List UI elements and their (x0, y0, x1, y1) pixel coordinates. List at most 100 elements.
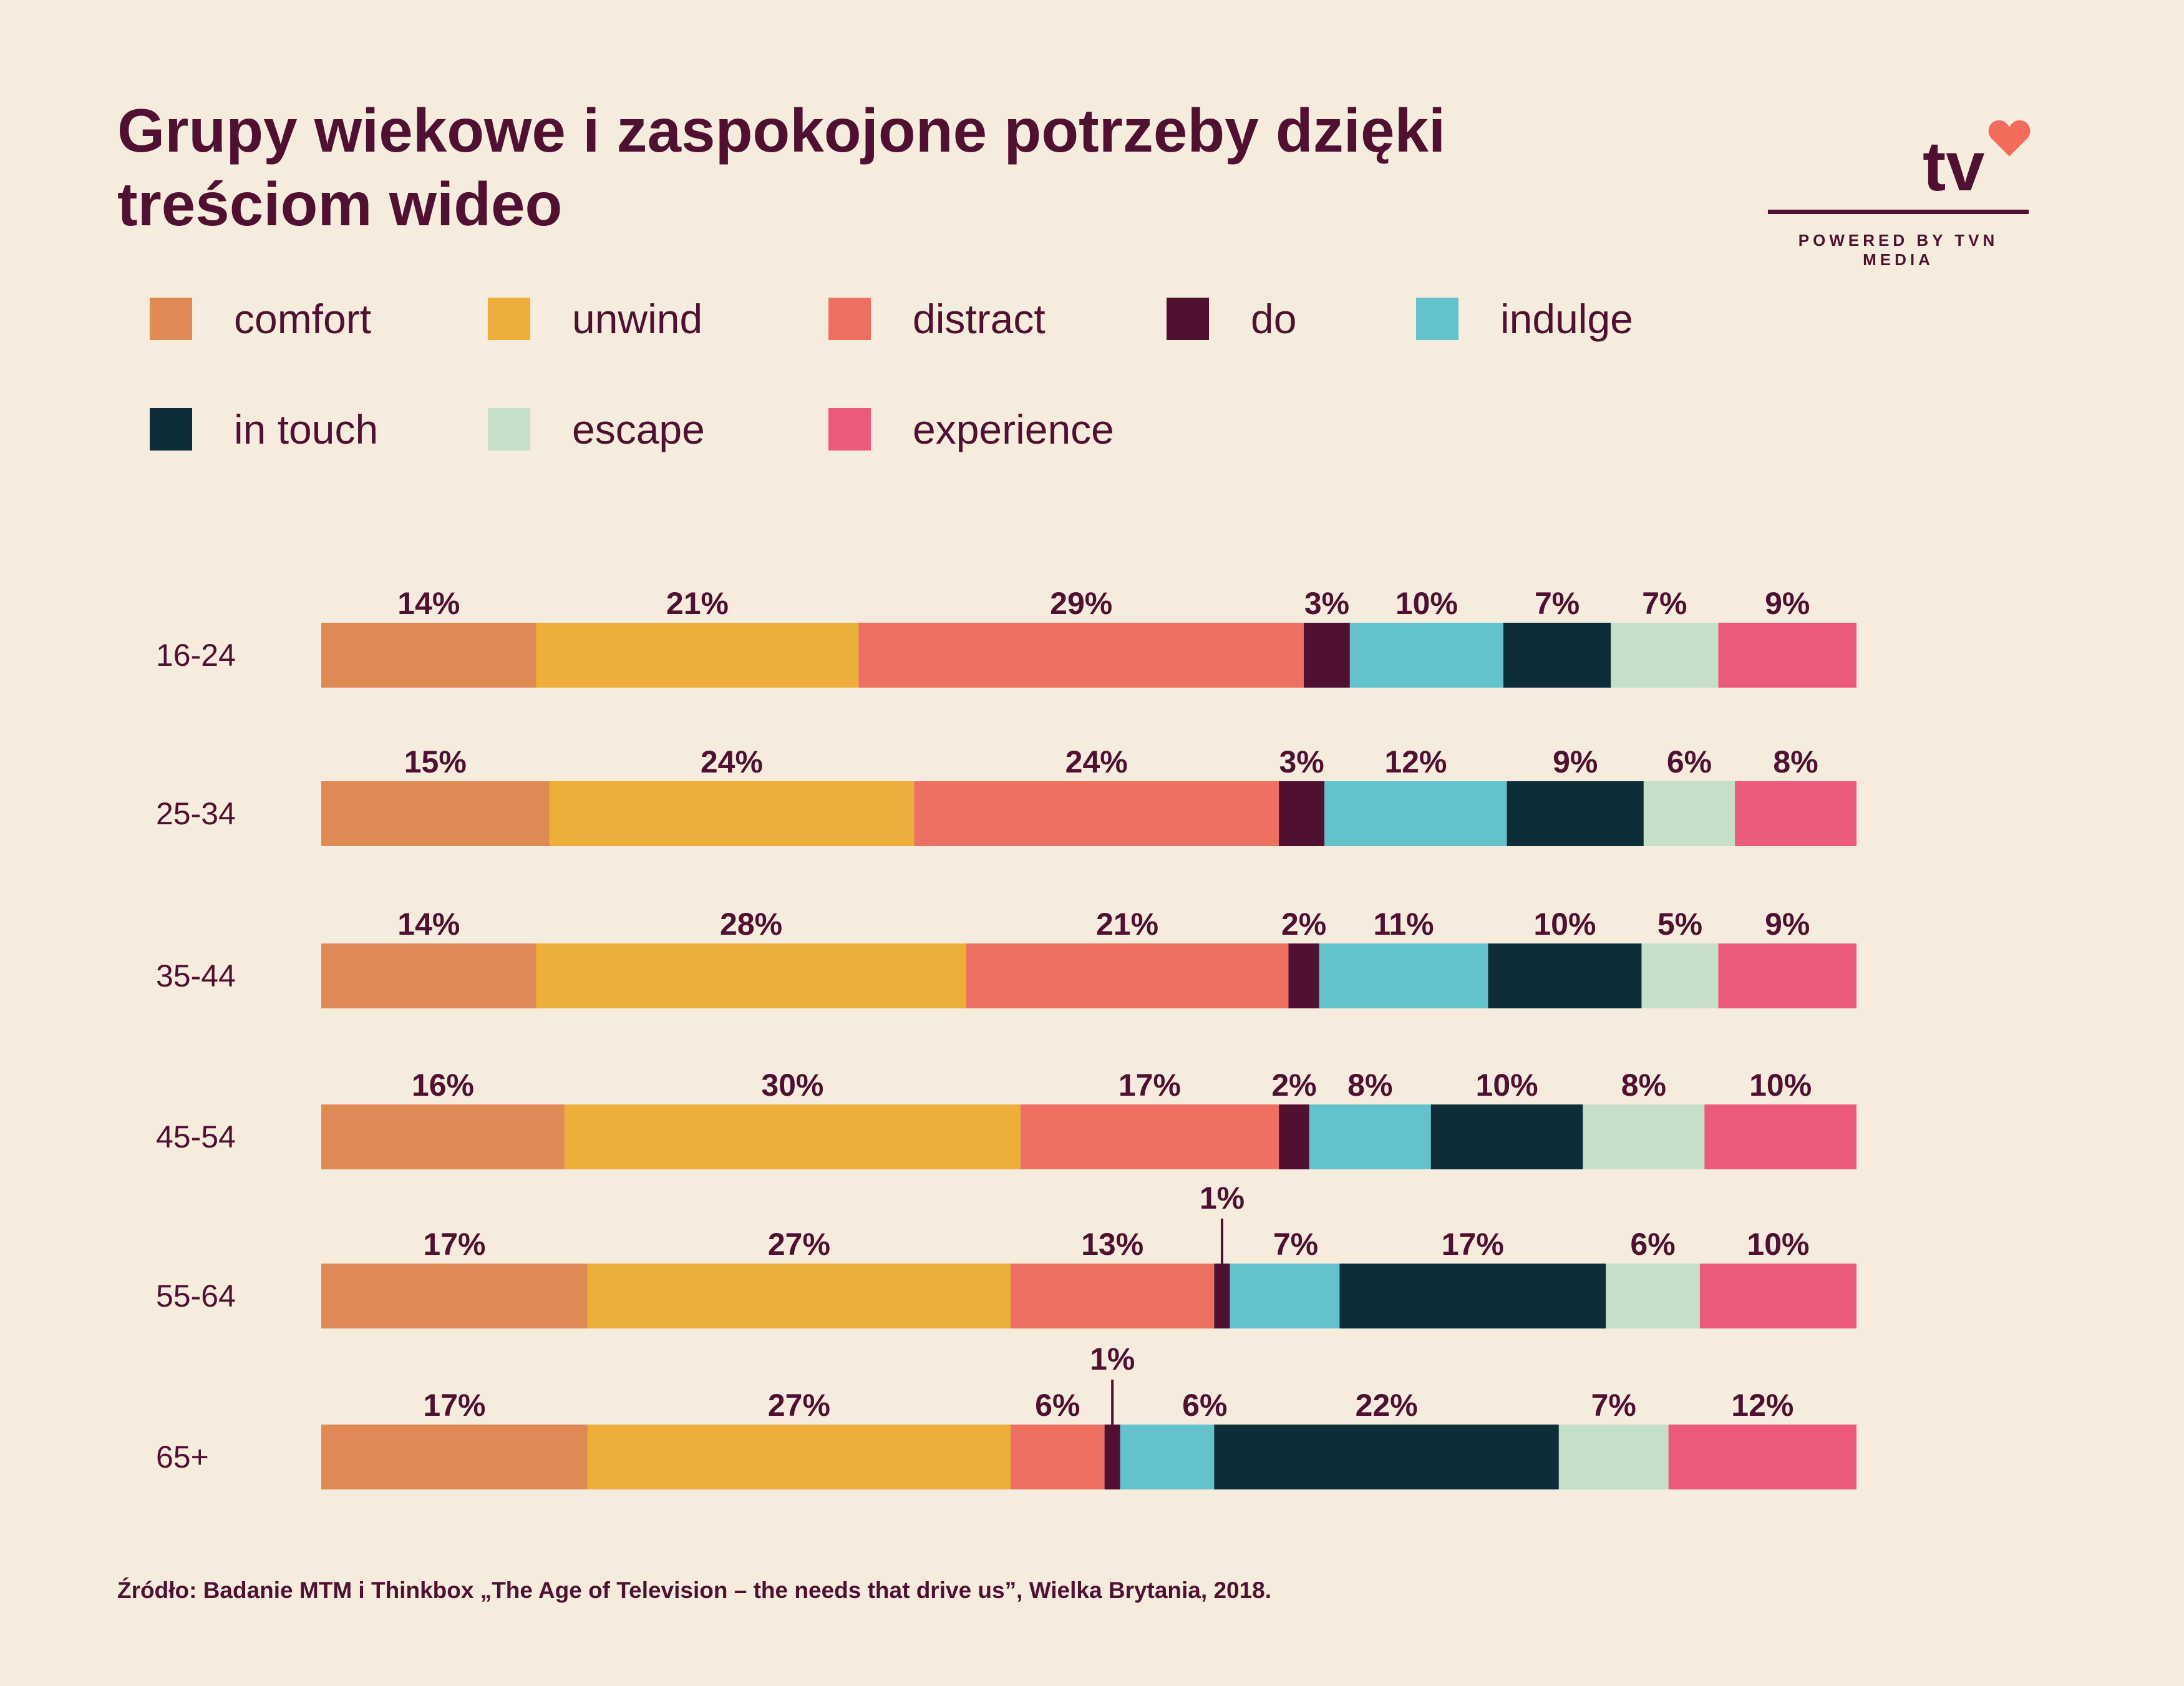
legend-swatch-escape (488, 408, 530, 451)
value-label-65-indulge: 6% (1182, 1388, 1227, 1423)
bar-55-64-comfort (321, 1264, 588, 1328)
logo-divider (1768, 210, 2029, 214)
bar-16-24-comfort (321, 623, 536, 688)
bar-45-54-indulge (1309, 1104, 1431, 1169)
bar-35-44-escape (1641, 943, 1719, 1008)
bar-16-24-experience (1718, 623, 1856, 688)
bar-35-44-do (1288, 943, 1319, 1008)
value-label-25-34-unwind: 24% (701, 744, 763, 779)
bar-45-54-comfort (321, 1104, 565, 1169)
bar-35-44-indulge (1319, 943, 1488, 1008)
bar-65-experience (1668, 1425, 1856, 1489)
bar-55-64-distract (1010, 1264, 1215, 1328)
legend-swatch-in-touch (150, 408, 192, 451)
bar-35-44-unwind (536, 943, 966, 1008)
value-label-65-in-touch: 22% (1356, 1388, 1418, 1423)
value-label-55-64-in-touch: 17% (1442, 1227, 1504, 1262)
bar-35-44-experience (1718, 943, 1856, 1008)
value-label-25-34-do: 3% (1279, 744, 1324, 779)
bar-25-34-escape (1643, 781, 1735, 846)
value-label-45-54-in-touch: 10% (1476, 1068, 1538, 1103)
bar-45-54-unwind (564, 1104, 1021, 1169)
value-label-45-54-unwind: 30% (761, 1068, 823, 1103)
bar-35-44-comfort (321, 943, 536, 1008)
bar-65-in-touch (1214, 1425, 1559, 1489)
bar-55-64-escape (1606, 1264, 1700, 1328)
bar-16-24-unwind (536, 623, 859, 688)
legend-label-experience: experience (913, 406, 1114, 452)
bar-16-24-in-touch (1503, 623, 1611, 688)
bar-45-54-experience (1704, 1104, 1856, 1169)
legend-swatch-unwind (488, 298, 530, 340)
bar-65-escape (1558, 1425, 1669, 1489)
value-label-65-distract: 6% (1035, 1388, 1080, 1423)
value-label-45-54-indulge: 8% (1347, 1068, 1392, 1103)
value-label-35-44-do: 2% (1281, 907, 1326, 942)
value-label-55-64-indulge: 7% (1273, 1227, 1318, 1262)
bar-45-54-in-touch (1430, 1104, 1583, 1169)
value-label-65-unwind: 27% (768, 1388, 830, 1423)
legend-label-comfort: comfort (234, 296, 372, 342)
value-label-55-64-escape: 6% (1630, 1227, 1675, 1262)
value-label-16-24-experience: 9% (1765, 586, 1810, 621)
row-label-55-64: 55-64 (156, 1279, 236, 1313)
bar-65-unwind (587, 1425, 1011, 1489)
bar-65-indulge (1120, 1425, 1215, 1489)
chart-title: Grupy wiekowe i zaspokojone potrzeby dzi… (117, 96, 1446, 238)
bar-16-24-escape (1611, 623, 1719, 688)
bar-45-54-distract (1020, 1104, 1279, 1169)
legend-label-indulge: indulge (1500, 296, 1633, 342)
value-label-55-64-distract: 13% (1081, 1227, 1143, 1262)
legend-label-distract: distract (913, 296, 1046, 342)
bar-55-64-in-touch (1339, 1264, 1606, 1328)
value-label-65-escape: 7% (1591, 1388, 1636, 1423)
legend-label-escape: escape (572, 406, 705, 452)
value-label-45-54-do: 2% (1271, 1068, 1316, 1103)
value-label-16-24-comfort: 14% (397, 586, 460, 621)
value-label-25-34-in-touch: 9% (1553, 744, 1598, 779)
legend-swatch-experience (828, 408, 871, 451)
value-label-16-24-distract: 29% (1050, 586, 1112, 621)
bar-55-64-do (1214, 1264, 1230, 1328)
value-label-25-34-indulge: 12% (1384, 744, 1447, 779)
value-label-16-24-unwind: 21% (666, 586, 729, 621)
value-label-45-54-comfort: 16% (412, 1068, 474, 1103)
value-label-55-64-unwind: 27% (768, 1227, 830, 1262)
value-label-16-24-indulge: 10% (1395, 586, 1458, 621)
value-label-65-comfort: 17% (423, 1388, 485, 1423)
value-label-35-44-comfort: 14% (397, 907, 460, 942)
bar-25-34-unwind (549, 781, 915, 846)
bar-65-do (1104, 1425, 1120, 1489)
row-label-16-24: 16-24 (156, 638, 236, 673)
bar-65-distract (1010, 1425, 1105, 1489)
bar-25-34-experience (1735, 781, 1856, 846)
value-label-55-64-do: 1% (1200, 1181, 1245, 1216)
bar-25-34-do (1279, 781, 1325, 846)
value-label-65-do: 1% (1090, 1342, 1135, 1377)
value-label-35-44-distract: 21% (1096, 907, 1158, 942)
value-label-35-44-experience: 9% (1765, 907, 1810, 942)
bar-65-comfort (321, 1425, 588, 1489)
value-label-35-44-escape: 5% (1657, 907, 1702, 942)
bar-25-34-indulge (1324, 781, 1507, 846)
logo-mark: tv (1923, 127, 1985, 205)
logo-tagline: POWERED BY TVN MEDIA (1798, 231, 1999, 269)
value-label-55-64-comfort: 17% (423, 1227, 485, 1262)
legend-label-unwind: unwind (572, 296, 703, 342)
legend-swatch-distract (828, 298, 871, 340)
value-label-35-44-unwind: 28% (720, 907, 782, 942)
row-label-45-54: 45-54 (156, 1119, 236, 1154)
value-label-35-44-in-touch: 10% (1533, 907, 1596, 942)
bar-45-54-escape (1583, 1104, 1705, 1169)
bar-55-64-indulge (1230, 1264, 1340, 1328)
value-label-16-24-in-touch: 7% (1535, 586, 1580, 621)
legend-swatch-do (1167, 298, 1209, 340)
bar-16-24-indulge (1349, 623, 1503, 688)
value-label-16-24-do: 3% (1304, 586, 1349, 621)
row-label-35-44: 35-44 (156, 958, 236, 993)
bar-55-64-experience (1699, 1264, 1856, 1328)
bar-25-34-comfort (321, 781, 550, 846)
bar-25-34-distract (914, 781, 1279, 846)
source-note: Źródło: Badanie MTM i Thinkbox „The Age … (117, 1577, 1272, 1603)
